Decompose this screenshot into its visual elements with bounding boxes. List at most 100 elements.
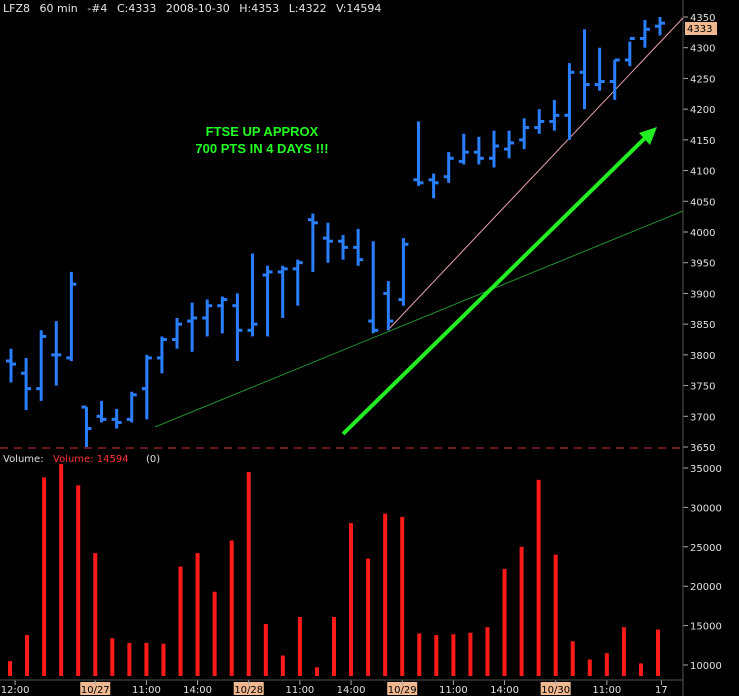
volume-bar <box>110 638 115 676</box>
volume-tick-label: 10000 <box>690 661 722 672</box>
volume-bar <box>144 642 149 676</box>
volume-bar <box>246 471 251 676</box>
price-axis: 3650 3700 3750 3800 3850 3900 3950 4000 4050 4100… <box>683 13 715 454</box>
price-bar <box>51 321 62 386</box>
volume-tick-label: 30000 <box>690 503 722 514</box>
high-label: H:4353 <box>239 2 279 15</box>
price-bar <box>504 130 515 159</box>
volume-bar <box>587 659 592 676</box>
price-bar <box>624 37 635 67</box>
time-tick-label: 12:00 <box>1 685 30 696</box>
price-bar <box>534 109 545 134</box>
volume-bar <box>434 635 439 676</box>
volume-bars <box>8 464 660 676</box>
date-highlight <box>540 682 571 695</box>
price-bar <box>519 118 530 150</box>
volume-bar <box>519 546 524 676</box>
volume-bar <box>332 616 336 676</box>
volume-bar <box>8 661 12 676</box>
time-tick-label: 11:00 <box>439 685 468 696</box>
time-tick-label: 17 <box>655 685 668 696</box>
time-tick-label: 11:00 <box>592 685 621 696</box>
price-bar <box>473 136 484 165</box>
price-bar <box>262 265 273 337</box>
volume-bar <box>161 643 166 676</box>
price-tick-label: 4350 <box>690 13 715 24</box>
trend-line-green <box>154 210 684 428</box>
price-bar <box>322 222 333 263</box>
annotation-line-1: FTSE UP APPROX <box>206 124 319 139</box>
volume-bar <box>485 627 490 676</box>
trend-line-pink <box>387 17 684 331</box>
price-tick-label: 4200 <box>690 105 715 116</box>
volume-bar <box>229 540 234 676</box>
price-bar <box>96 400 107 423</box>
last-price-box <box>685 22 717 35</box>
price-tick-label: 4000 <box>690 228 715 239</box>
price-tick-label: 4100 <box>690 167 715 178</box>
price-tick-label: 3850 <box>690 320 715 331</box>
time-tick-label: 14:00 <box>490 685 519 696</box>
price-bar <box>277 265 288 318</box>
volume-header-label: V:14594 <box>336 2 381 15</box>
volume-series-extra: (0) <box>146 454 160 465</box>
price-bar <box>549 99 560 131</box>
volume-bar <box>604 653 609 676</box>
volume-bar <box>280 655 285 676</box>
price-tick-label: 3750 <box>690 382 715 393</box>
volume-bar <box>178 566 183 676</box>
price-bar <box>398 238 409 306</box>
price-tick-label: 3950 <box>690 259 715 270</box>
price-bar <box>579 29 590 110</box>
volume-tick-label: 20000 <box>690 582 722 593</box>
price-bar <box>292 259 303 306</box>
volume-bar <box>536 479 541 676</box>
price-bar <box>217 296 228 334</box>
time-tick-label: 11:00 <box>285 685 314 696</box>
interval-label: 60 min <box>40 2 78 15</box>
volume-bar <box>297 616 302 676</box>
price-bar <box>202 299 213 337</box>
price-tick-label: 4250 <box>690 74 715 85</box>
price-bar <box>594 47 605 91</box>
up-arrow <box>341 127 657 436</box>
time-tick-label: 10/27 <box>81 685 110 696</box>
close-label: C:4333 <box>117 2 156 15</box>
volume-tick-label: 15000 <box>690 622 722 633</box>
volume-bar <box>42 477 47 676</box>
arrow-shaft <box>341 136 647 436</box>
price-bar <box>307 213 318 272</box>
time-tick-label: 14:00 <box>337 685 366 696</box>
date-highlight <box>233 682 264 695</box>
price-bar <box>413 121 424 186</box>
price-bar <box>111 408 122 429</box>
low-label: L:4322 <box>289 2 327 15</box>
price-bar <box>609 58 620 100</box>
price-bar <box>639 20 650 48</box>
time-axis: 12:00 10/27 11:00 14:00 10/28 11:00 14:00 10/29… <box>1 680 668 696</box>
volume-bar <box>212 591 217 676</box>
price-bar <box>232 293 243 361</box>
price-tick-label: 3650 <box>690 443 715 454</box>
price-bar <box>338 235 349 260</box>
volume-bar <box>656 629 660 676</box>
time-tick-label: 11:00 <box>132 685 161 696</box>
price-bar <box>172 318 183 349</box>
volume-bar <box>25 635 30 676</box>
volume-bar <box>76 485 81 676</box>
price-bar <box>488 130 499 168</box>
price-bar <box>156 336 167 374</box>
price-bar <box>353 228 364 266</box>
price-bar <box>443 152 454 183</box>
time-tick-label: 10/29 <box>388 685 417 696</box>
volume-bar <box>383 513 388 676</box>
price-bar <box>126 391 137 423</box>
volume-bar <box>417 633 422 676</box>
price-bar <box>36 330 47 401</box>
volume-bar <box>93 553 98 676</box>
volume-bar <box>314 667 319 676</box>
date-highlight <box>80 682 111 695</box>
volume-bar <box>400 516 405 676</box>
price-bar <box>81 405 92 447</box>
volume-bar <box>195 553 200 676</box>
